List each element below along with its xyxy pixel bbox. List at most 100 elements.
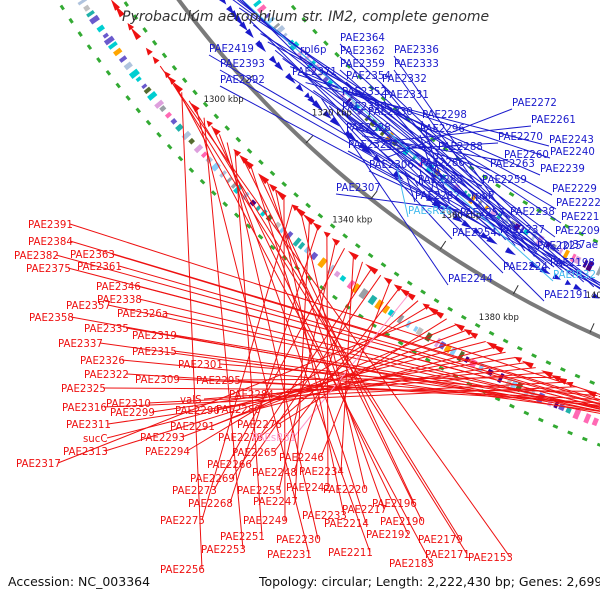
reverse-gene-label: PAE2357 bbox=[66, 301, 111, 312]
reverse-label-line bbox=[300, 212, 366, 490]
reverse-label-line bbox=[125, 373, 600, 404]
cog-block bbox=[175, 123, 184, 132]
forward-gene-label: PAE2191 bbox=[544, 290, 589, 301]
cog-block bbox=[367, 294, 378, 306]
reverse-label-line bbox=[283, 197, 286, 521]
reverse-label-line bbox=[118, 265, 600, 405]
forward-gene-label: PAE2296 bbox=[420, 124, 465, 135]
forward-gene-label: PAE2419 bbox=[209, 44, 254, 55]
forward-gene-arrow bbox=[486, 235, 498, 245]
forward-gene-arrow bbox=[431, 199, 440, 207]
forward-gene-label: PAE2306 bbox=[369, 160, 414, 171]
cog-block bbox=[253, 0, 262, 8]
cog-block bbox=[210, 161, 221, 172]
reverse-gene-label: PAE2293 bbox=[140, 433, 185, 444]
forward-gene-arrow bbox=[226, 5, 234, 15]
forward-label-line bbox=[328, 105, 453, 240]
reverse-gene-label: PAE2233 bbox=[302, 511, 347, 522]
reverse-label-line bbox=[278, 241, 337, 491]
reverse-gene-label: PAE2266 bbox=[207, 460, 252, 471]
reverse-label-line bbox=[181, 92, 203, 570]
reverse-gene-label: sucC bbox=[83, 434, 107, 445]
cog-block bbox=[339, 274, 347, 282]
reverse-gene-arrow bbox=[191, 103, 200, 113]
scale-tick-label: 1300 kbp bbox=[204, 95, 244, 105]
reverse-gene-label: PAE2249 bbox=[243, 516, 288, 527]
forward-label-line bbox=[395, 164, 409, 218]
reverse-label-line bbox=[174, 83, 432, 564]
cog-block bbox=[170, 118, 178, 125]
forward-gene-arrow bbox=[285, 73, 296, 85]
reverse-label-line bbox=[106, 341, 486, 439]
cog-block bbox=[159, 105, 167, 113]
cog-block bbox=[86, 9, 95, 18]
cog-block bbox=[226, 177, 233, 184]
reverse-label-line bbox=[188, 100, 461, 540]
cog-block bbox=[188, 137, 196, 145]
reverse-gene-arrow bbox=[145, 47, 153, 56]
forward-label-line bbox=[339, 56, 585, 283]
reverse-label-line bbox=[266, 182, 385, 510]
forward-label-line bbox=[337, 113, 461, 220]
reverse-label-line bbox=[237, 376, 557, 381]
cog-block bbox=[572, 408, 582, 420]
reverse-gene-label: PAE2311 bbox=[66, 420, 111, 431]
reverse-label-line bbox=[203, 117, 244, 550]
forward-gene-label: PAE2257 bbox=[460, 208, 505, 219]
cog-block bbox=[351, 282, 361, 294]
forward-gene-label: PAE2298 bbox=[422, 110, 467, 121]
forward-gene-label: PAE2323 bbox=[348, 140, 393, 151]
reverse-label-line bbox=[211, 125, 409, 535]
forward-label-line bbox=[413, 177, 419, 187]
forward-gene-label: PAE2237 bbox=[500, 225, 545, 236]
forward-label-line bbox=[236, 0, 560, 252]
cog-block bbox=[585, 260, 595, 272]
reverse-gene-arrow bbox=[127, 22, 135, 31]
reverse-gene-label: PAE2346 bbox=[96, 282, 141, 293]
forward-gene-label: PAE2332 bbox=[382, 74, 427, 85]
forward-gene-label: PAE2328 bbox=[346, 123, 391, 134]
scale-tick-label: 1360 kbp bbox=[441, 211, 481, 221]
forward-label-line bbox=[241, 0, 545, 302]
reverse-gene-label: PAE2313 bbox=[63, 447, 108, 458]
forward-gene-label: PAE2239 bbox=[540, 164, 585, 175]
reverse-gene-arrow bbox=[168, 76, 177, 85]
reverse-gene-label: PAE2211 bbox=[328, 548, 373, 559]
scale-tick-mark bbox=[245, 74, 254, 83]
reverse-gene-label: PAE2268 bbox=[188, 499, 233, 510]
reverse-gene-label: PAE2214 bbox=[324, 519, 369, 530]
reverse-label-line bbox=[218, 134, 371, 553]
cog-block bbox=[382, 305, 391, 314]
reverse-gene-label: PAE2326 bbox=[80, 356, 125, 367]
forward-gene-label: rpl37ae bbox=[559, 240, 598, 251]
forward-gene-label: PAEtR32 bbox=[553, 270, 596, 281]
cog-block bbox=[595, 265, 600, 276]
forward-gene-label: PAE2222a bbox=[556, 198, 600, 209]
cog-block bbox=[519, 226, 525, 233]
forward-label-line bbox=[383, 100, 507, 241]
reverse-gene-label: PAE2256 bbox=[160, 565, 205, 576]
cog-block bbox=[83, 4, 91, 12]
reverse-gene-arrow bbox=[597, 395, 600, 398]
cog-block bbox=[273, 221, 282, 230]
forward-gene-arrow bbox=[552, 273, 562, 280]
forward-gene-label: PAE2286 bbox=[420, 158, 465, 169]
cog-block bbox=[292, 237, 302, 247]
forward-gene-label: PAE2359 bbox=[340, 59, 385, 70]
cog-block bbox=[123, 61, 133, 71]
forward-gene-arrow bbox=[564, 279, 572, 285]
forward-gene-arrow bbox=[304, 92, 311, 99]
cog-block bbox=[549, 243, 557, 252]
cog-block bbox=[200, 151, 208, 159]
forward-gene-label: PAE2330 bbox=[368, 107, 413, 118]
forward-gene-label: PAE2225 bbox=[537, 241, 582, 252]
forward-gene-label: PAE2263 bbox=[490, 159, 535, 170]
cog-block bbox=[303, 246, 311, 254]
forward-gene-label: PAE2244 bbox=[448, 274, 493, 285]
genome-title: Pyrobaculum aerophilum str. IM2, complet… bbox=[122, 9, 490, 25]
reverse-gene-arrow bbox=[468, 331, 479, 340]
cog-block bbox=[396, 314, 405, 324]
forward-label-line bbox=[431, 152, 439, 192]
forward-gene-label: PAE2240 bbox=[550, 147, 595, 158]
reverse-label-line bbox=[259, 300, 419, 438]
